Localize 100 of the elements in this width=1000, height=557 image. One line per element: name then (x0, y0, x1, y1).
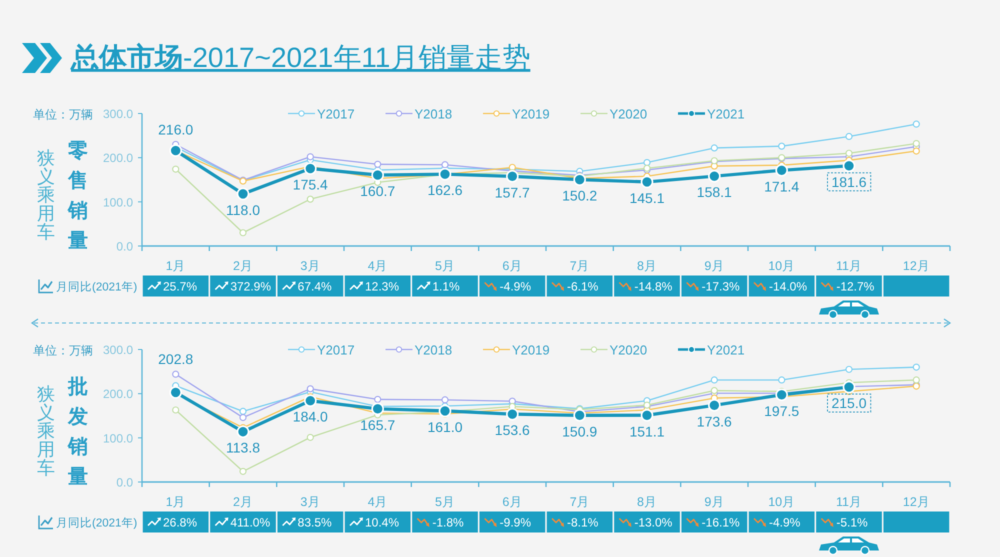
y-tick-label: 300.0 (102, 343, 134, 357)
data-label: 151.1 (629, 423, 665, 440)
point (172, 406, 180, 414)
data-label: 197.5 (764, 402, 800, 419)
text: -16.1% (702, 516, 740, 530)
y-tick-label: 100.0 (102, 431, 134, 446)
x-tick-label: 6月 (502, 259, 522, 273)
data-label: 150.2 (562, 188, 598, 204)
text: 372.9% (230, 280, 272, 294)
text: -4.9% (769, 516, 801, 530)
data-label: 145.1 (629, 190, 665, 206)
x-tick-label: 9月 (704, 495, 724, 509)
legend-label: Y2021 (707, 106, 745, 122)
x-tick-label: 8月 (637, 259, 657, 273)
data-label: 165.7 (360, 416, 396, 433)
x-tick-label: 9月 (704, 259, 724, 273)
point (643, 158, 651, 166)
x-tick-label: 1月 (166, 259, 186, 273)
legend-label: Y2019 (512, 106, 550, 122)
text: 26.8% (163, 516, 198, 530)
point (845, 366, 853, 373)
point (172, 370, 180, 378)
x-tick-label: 8月 (637, 495, 657, 509)
point (239, 408, 247, 415)
legend-label: Y2017 (317, 342, 355, 358)
text: 单位：万辆 (33, 344, 93, 358)
point (236, 425, 250, 438)
x-tick-label: 2月 (233, 259, 253, 273)
point (306, 153, 314, 160)
data-label: 118.0 (226, 202, 260, 218)
y-tick-label: 300.0 (102, 107, 134, 121)
data-label: 157.7 (494, 184, 530, 200)
text: 狭义乘用车 (37, 384, 55, 478)
text: -9.9% (500, 516, 532, 530)
point (845, 150, 853, 157)
y-tick-label: 100.0 (102, 195, 134, 210)
point (239, 229, 247, 236)
point (306, 196, 314, 203)
x-tick-label: 3月 (300, 495, 320, 509)
text: 67.4% (298, 280, 332, 294)
x-tick-label: 5月 (435, 495, 455, 509)
point (912, 120, 920, 128)
x-tick-label: 11月 (836, 495, 862, 509)
point (573, 409, 586, 422)
text: -6.1% (567, 280, 599, 294)
data-label: 160.7 (360, 183, 396, 200)
legend-label: Y2018 (414, 342, 452, 358)
x-tick-label: 2月 (233, 495, 253, 509)
text: 411.0% (230, 516, 270, 530)
data-label: 216.0 (158, 121, 194, 138)
point (640, 408, 654, 422)
text: -5.1% (836, 516, 868, 530)
text: -4.9% (500, 280, 532, 294)
text: 83.5% (298, 516, 332, 530)
point (842, 159, 856, 172)
point (441, 161, 449, 168)
point (710, 376, 718, 384)
point (306, 434, 314, 441)
text: -17.3% (702, 280, 740, 294)
text: 12.3% (365, 280, 400, 294)
text: 单位：万辆 (33, 108, 93, 122)
y-tick-label: 0.0 (116, 476, 134, 490)
text: 1.1% (432, 280, 460, 294)
data-label: 162.6 (427, 182, 463, 198)
legend-label: Y2019 (512, 342, 550, 358)
x-tick-label: 4月 (368, 259, 388, 273)
x-tick-label: 3月 (300, 259, 320, 273)
data-label: 175.4 (292, 176, 328, 193)
data-label: 150.9 (562, 423, 598, 440)
x-tick-label: 12月 (902, 495, 930, 509)
point (912, 364, 920, 371)
point (710, 387, 718, 394)
point (640, 176, 654, 188)
text: -1.8% (432, 516, 464, 530)
legend-label: Y2020 (610, 342, 648, 358)
text: 10.4% (365, 516, 400, 530)
text: 月同比(2021年) (56, 280, 138, 294)
x-tick-label: 7月 (570, 259, 590, 273)
point (371, 168, 384, 182)
point (842, 380, 856, 394)
x-tick-label: 6月 (502, 495, 522, 509)
legend-label: Y2021 (707, 342, 745, 358)
point (775, 388, 788, 402)
data-label: 202.8 (158, 351, 194, 368)
x-tick-label: 12月 (902, 259, 930, 273)
legend-label: Y2018 (414, 106, 452, 122)
x-tick-label: 10月 (768, 495, 796, 509)
data-label: 161.0 (427, 418, 463, 435)
text: -12.7% (836, 280, 875, 294)
data-label: 153.6 (494, 422, 530, 438)
point (710, 144, 718, 152)
data-label: 158.1 (696, 184, 732, 200)
point (374, 396, 382, 403)
point (371, 402, 384, 416)
text: 月同比(2021年) (56, 516, 138, 530)
x-tick-label: 5月 (435, 259, 455, 273)
x-tick-label: 10月 (768, 259, 796, 273)
point (845, 132, 853, 140)
point (239, 414, 247, 422)
data-label: 113.8 (226, 440, 260, 456)
